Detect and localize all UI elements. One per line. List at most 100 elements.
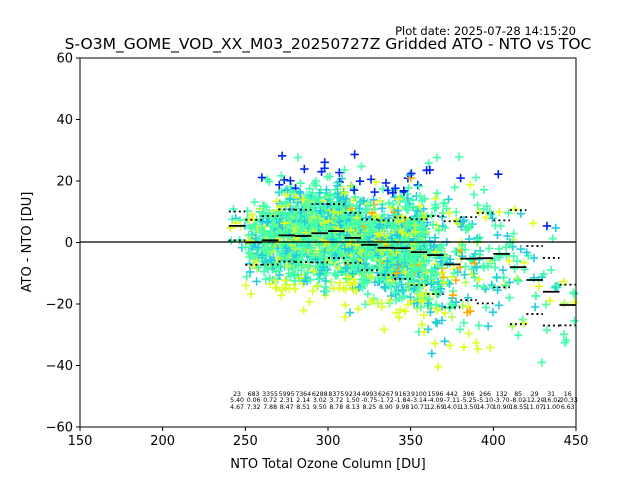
y-axis-ticks: −60 −40 −20 0 20 40 60: [46, 52, 80, 436]
bin-mean-label: -20.33: [558, 397, 578, 404]
scatter-point: [277, 171, 286, 181]
scatter-point: [504, 256, 514, 266]
scatter-point: [404, 183, 413, 193]
scatter-point: [494, 244, 504, 254]
scatter-point: [394, 261, 404, 270]
bin-mean-label: -4.09: [427, 397, 443, 404]
scatter-point: [292, 251, 301, 260]
scatter-point: [346, 225, 355, 235]
scatter-point: [330, 202, 340, 211]
scatter-point: [461, 245, 470, 254]
scatter-point: [274, 266, 283, 276]
scatter-point: [308, 286, 317, 296]
scatter-point: [417, 320, 427, 329]
scatter-point: [360, 253, 370, 262]
scatter-point: [309, 222, 319, 232]
scatter-point: [455, 152, 464, 162]
scatter-point: [418, 291, 427, 300]
scatter-point: [390, 193, 399, 202]
scatter-point: [440, 254, 449, 264]
scatter-point: [399, 186, 408, 195]
bin-n-label: 683: [248, 391, 260, 398]
scatter-point: [380, 283, 390, 292]
scatter-point: [248, 261, 257, 270]
scatter-point: [528, 219, 538, 228]
y-tick-label: 20: [56, 175, 73, 190]
scatter-point: [425, 165, 434, 175]
bin-mean-label: -1.84: [394, 397, 410, 404]
scatter-point: [431, 300, 441, 309]
scatter-point: [314, 261, 323, 271]
scatter-point: [328, 197, 337, 207]
scatter-point: [385, 281, 394, 290]
scatter-point: [318, 223, 327, 232]
scatter-point: [514, 330, 523, 340]
scatter-point: [409, 284, 419, 294]
scatter-point: [309, 266, 318, 276]
scatter-point: [509, 229, 518, 238]
scatter-point: [397, 280, 406, 289]
scatter-point: [450, 247, 460, 256]
scatter-point: [450, 183, 459, 192]
scatter-point: [300, 217, 310, 226]
scatter-point: [277, 151, 287, 160]
scatter-point: [367, 208, 377, 217]
scatter-point: [291, 284, 300, 294]
scatter-point: [366, 175, 376, 184]
scatter-point: [470, 273, 479, 282]
scatter-point: [398, 286, 408, 295]
scatter-point: [296, 188, 305, 198]
scatter-point: [257, 173, 267, 182]
scatter-point: [414, 235, 424, 245]
scatter-point: [340, 165, 349, 175]
scatter-point: [328, 242, 337, 251]
bin-n-label: 31: [547, 391, 555, 398]
scatter-point: [479, 261, 488, 270]
scatter-point: [466, 180, 475, 190]
scatter-point: [391, 184, 400, 193]
scatter-point: [473, 201, 482, 210]
scatter-point: [329, 207, 338, 217]
scatter-point: [407, 297, 416, 306]
scatter-point: [363, 289, 372, 299]
scatter-point: [419, 310, 429, 320]
scatter-point: [472, 338, 481, 347]
scatter-point: [264, 265, 273, 274]
scatter-point: [444, 208, 453, 218]
bin-std-label: 8.25: [362, 404, 376, 411]
scatter-point: [463, 224, 473, 233]
x-tick-label: 450: [564, 434, 589, 449]
scatter-point: [463, 293, 473, 302]
scatter-point: [437, 244, 446, 253]
scatter-point: [320, 282, 330, 292]
scatter-point: [340, 312, 350, 322]
scatter-point: [503, 231, 512, 241]
scatter-point: [481, 284, 490, 294]
scatter-point: [311, 218, 321, 227]
scatter-point: [291, 244, 300, 254]
scatter-point: [359, 196, 368, 206]
plot-date: Plot date: 2025-07-28 14:15:20: [395, 24, 576, 38]
scatter-point: [415, 296, 424, 305]
scatter-point: [394, 217, 404, 226]
scatter-point: [341, 300, 350, 310]
scatter-point: [464, 329, 473, 338]
scatter-point: [282, 190, 291, 200]
scatter-point: [325, 222, 334, 231]
scatter-point: [541, 300, 551, 309]
scatter-point: [267, 221, 276, 230]
scatter-point: [394, 313, 404, 322]
scatter-point: [300, 164, 309, 174]
scatter-point: [495, 208, 504, 217]
scatter-point: [410, 239, 420, 248]
scatter-point: [436, 284, 446, 293]
scatter-point: [514, 276, 523, 286]
scatter-point: [433, 306, 442, 315]
scatter-point: [559, 277, 568, 286]
scatter-point: [432, 153, 442, 162]
scatter-point: [457, 222, 466, 231]
bin-n-label: 6267: [378, 391, 394, 398]
scatter-point: [296, 273, 305, 283]
bin-n-label: 396: [463, 391, 475, 398]
scatter-point: [430, 204, 439, 213]
